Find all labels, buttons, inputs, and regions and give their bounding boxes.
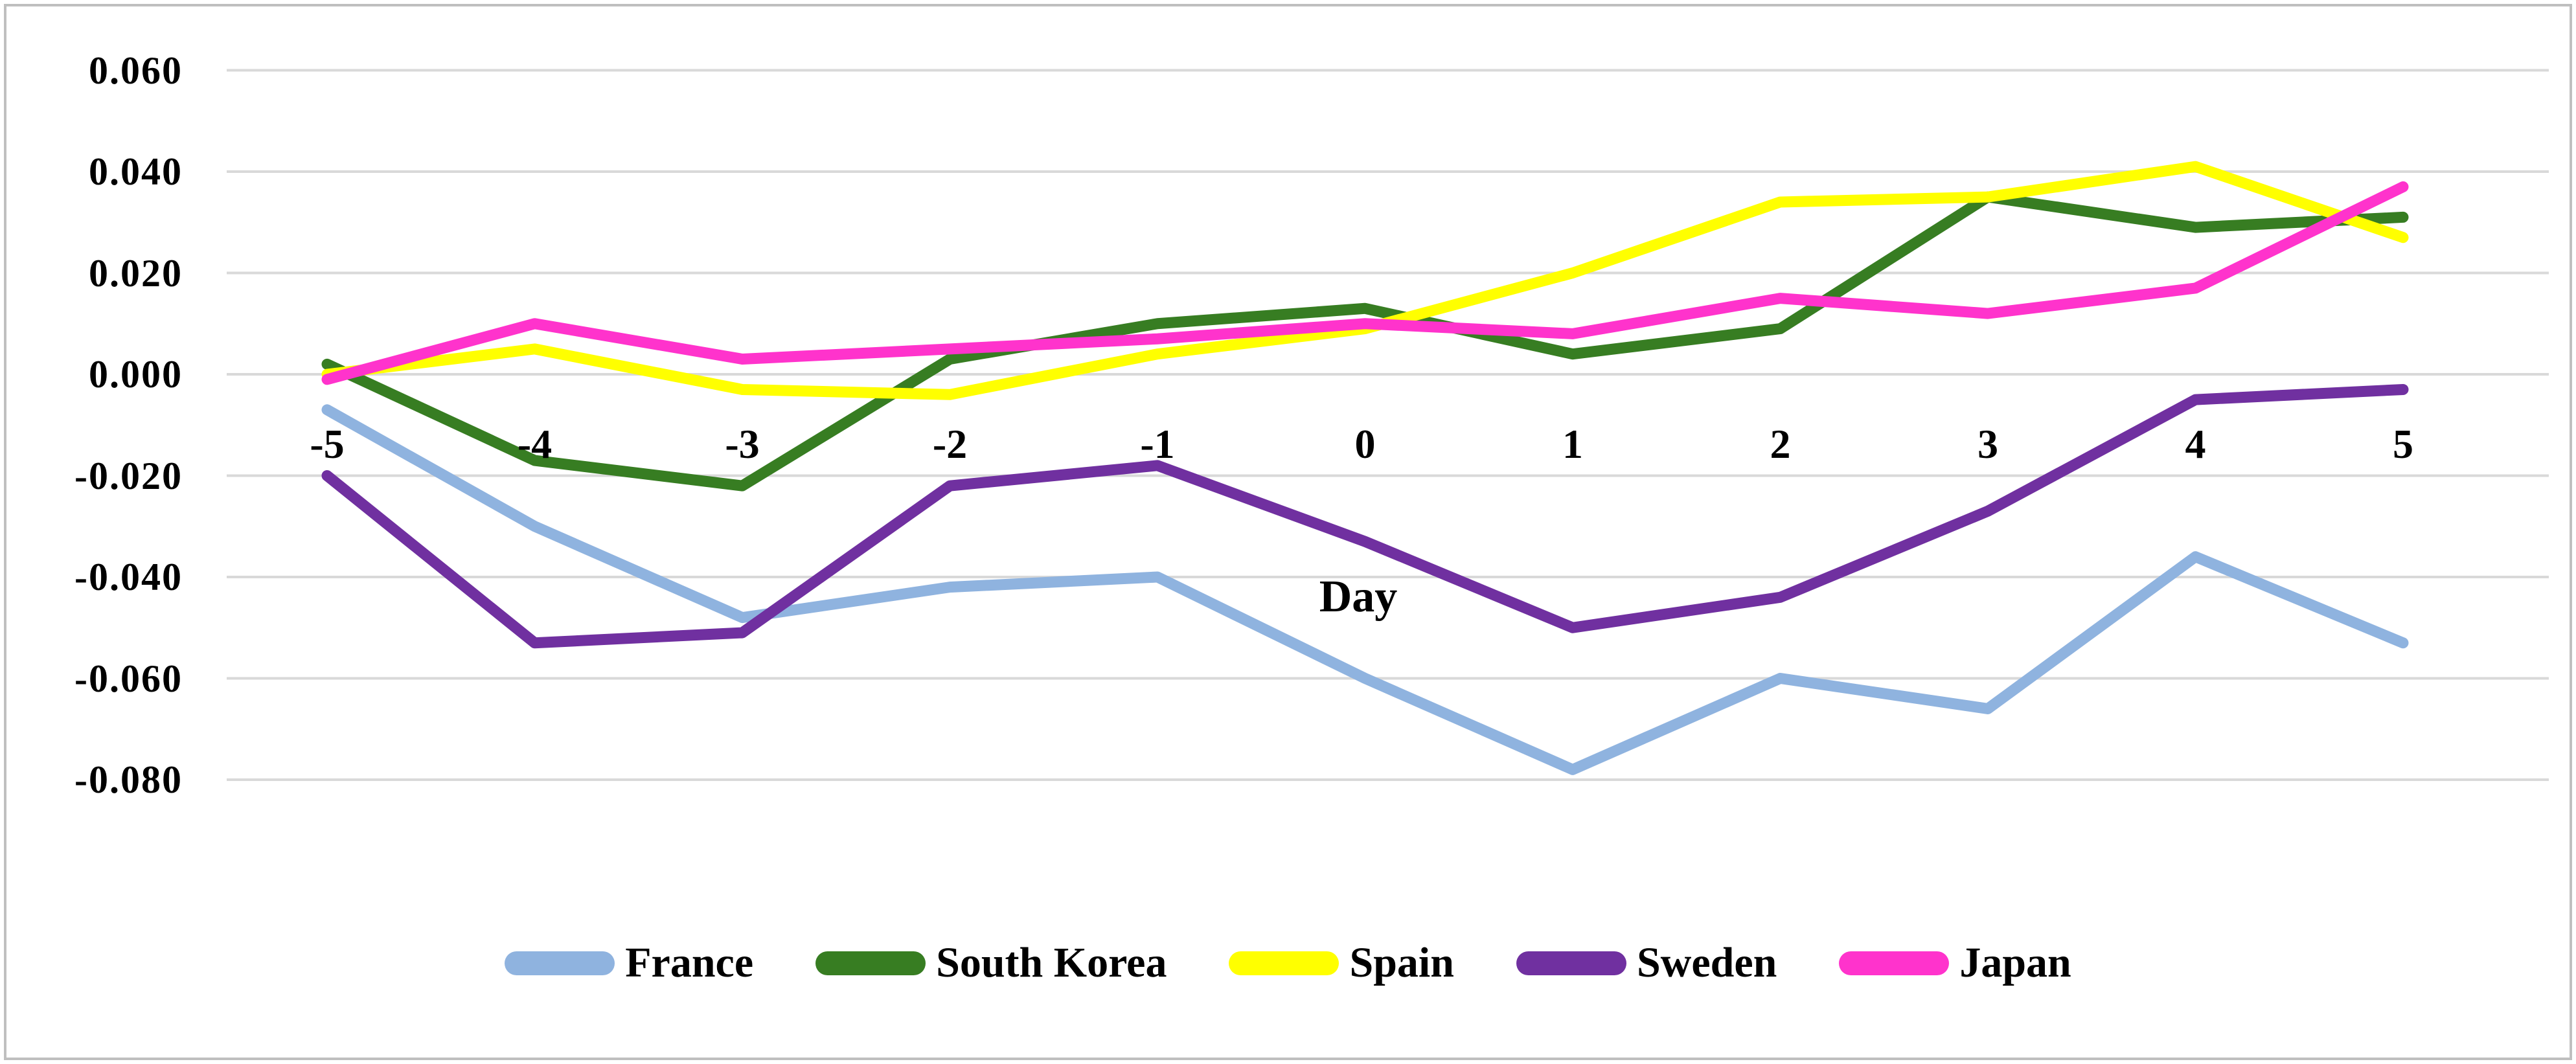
x-axis-tick-label: -1	[1140, 421, 1175, 467]
legend-item-japan: Japan	[1839, 940, 2071, 986]
legend-item-france: France	[505, 940, 753, 986]
y-axis-tick-label: 0.000	[89, 353, 183, 396]
y-axis-tick-label: -0.020	[74, 454, 183, 497]
legend-item-spain: Spain	[1229, 939, 1454, 986]
series-line-sweden	[321, 383, 2409, 649]
x-axis-tick-label: 2	[1770, 421, 1791, 467]
x-axis-tick-label: -4	[517, 421, 553, 467]
x-axis-tick-label: 0	[1354, 421, 1376, 467]
legend-item-sweden: Sweden	[1516, 940, 1777, 986]
legend-swatch-icon	[1839, 951, 1950, 975]
legend: France South Korea Spain Sweden Japan	[0, 940, 2576, 986]
series-line-south-korea	[321, 191, 2409, 492]
y-axis-tick-label: -0.080	[74, 758, 183, 801]
x-axis-title: Day	[1319, 572, 1398, 622]
legend-label: Spain	[1349, 939, 1454, 986]
legend-swatch-icon	[1516, 951, 1626, 975]
y-axis-tick-label: 0.040	[89, 150, 183, 193]
y-axis-tick-label: 0.020	[89, 251, 183, 295]
chart-border	[4, 4, 2572, 1060]
series-line-japan	[321, 181, 2409, 385]
legend-swatch-icon	[505, 951, 615, 975]
x-axis-tick-label: -3	[725, 421, 760, 467]
series-line-france	[321, 404, 2409, 775]
legend-item-south-korea: South Korea	[815, 940, 1167, 986]
legend-label: Japan	[1959, 939, 2071, 986]
x-axis-tick-label: 4	[2185, 421, 2206, 467]
legend-label: South Korea	[936, 939, 1167, 986]
x-axis-tick-label: 5	[2393, 421, 2413, 467]
x-axis-tick-label: -2	[932, 421, 968, 467]
y-axis-tick-label: 0.060	[89, 49, 183, 92]
x-axis-tick-label: -5	[310, 421, 345, 467]
x-axis-tick-label: 1	[1562, 421, 1583, 467]
series-line-spain	[321, 161, 2409, 400]
legend-label: France	[625, 939, 754, 986]
x-axis-tick-label: 3	[1978, 421, 1998, 467]
y-axis-tick-label: -0.060	[74, 657, 183, 700]
legend-label: Sweden	[1636, 939, 1777, 986]
legend-swatch-icon	[1229, 951, 1339, 975]
y-axis-tick-label: -0.040	[74, 556, 183, 598]
legend-swatch-icon	[815, 951, 926, 975]
